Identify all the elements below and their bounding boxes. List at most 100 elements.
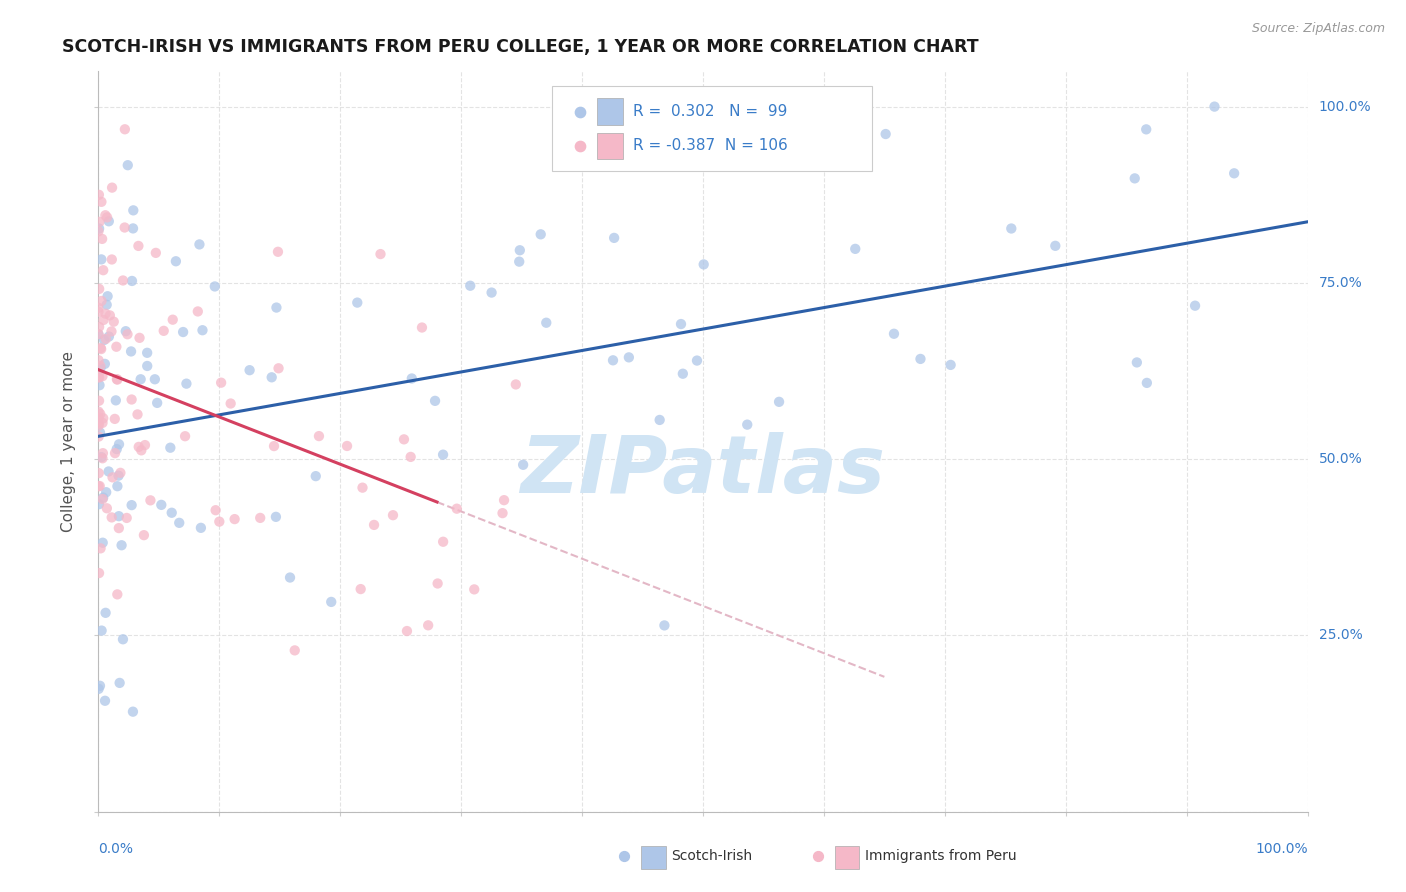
Point xyxy=(423,393,446,408)
Point xyxy=(122,705,145,719)
Point xyxy=(399,450,422,464)
Point xyxy=(91,491,114,506)
Point xyxy=(1045,239,1067,253)
Point xyxy=(395,624,418,638)
Point xyxy=(87,370,110,384)
Point xyxy=(91,535,114,549)
Point xyxy=(87,221,110,235)
Point xyxy=(267,244,290,259)
Point xyxy=(1126,355,1149,369)
Text: 0.0%: 0.0% xyxy=(98,842,134,856)
Point xyxy=(939,358,962,372)
Point xyxy=(100,510,122,524)
Point xyxy=(127,239,149,253)
Point xyxy=(505,377,527,392)
Point xyxy=(219,396,242,410)
Text: SCOTCH-IRISH VS IMMIGRANTS FROM PERU COLLEGE, 1 YEAR OR MORE CORRELATION CHART: SCOTCH-IRISH VS IMMIGRANTS FROM PERU COL… xyxy=(62,38,979,56)
Point xyxy=(94,606,117,620)
Text: Immigrants from Peru: Immigrants from Peru xyxy=(865,849,1017,863)
Point xyxy=(174,429,197,443)
Point xyxy=(90,450,112,464)
Point xyxy=(87,327,110,342)
Point xyxy=(260,370,283,384)
Point xyxy=(89,215,111,229)
FancyBboxPatch shape xyxy=(641,846,665,870)
Point xyxy=(94,357,117,371)
Point xyxy=(536,316,558,330)
Point xyxy=(91,446,114,460)
Point xyxy=(305,469,328,483)
Point xyxy=(114,324,136,338)
Point xyxy=(266,301,288,315)
Point xyxy=(136,346,159,360)
FancyBboxPatch shape xyxy=(596,133,623,159)
Point xyxy=(669,317,692,331)
Text: 100.0%: 100.0% xyxy=(1256,842,1308,856)
Point xyxy=(370,247,392,261)
Point xyxy=(568,170,591,185)
Point xyxy=(100,325,122,339)
Point xyxy=(617,351,640,365)
Point xyxy=(494,493,516,508)
Point xyxy=(136,359,159,373)
Point xyxy=(90,342,112,356)
Point xyxy=(209,376,232,390)
Point xyxy=(127,408,149,422)
Point xyxy=(167,516,190,530)
Point xyxy=(87,417,110,431)
Point xyxy=(89,479,111,493)
Point xyxy=(204,279,226,293)
Point xyxy=(93,313,115,327)
Point xyxy=(108,521,131,535)
Point xyxy=(432,534,454,549)
Point xyxy=(132,528,155,542)
Point xyxy=(87,466,110,480)
Point xyxy=(91,232,114,246)
Point xyxy=(87,301,110,315)
Point xyxy=(87,224,110,238)
Point xyxy=(115,511,138,525)
Point xyxy=(120,344,142,359)
Point xyxy=(224,512,246,526)
Point xyxy=(463,582,485,597)
Point xyxy=(692,257,714,271)
Point xyxy=(114,220,136,235)
Point xyxy=(1204,100,1226,114)
Text: R =  0.302   N =  99: R = 0.302 N = 99 xyxy=(633,104,787,120)
Point xyxy=(97,289,120,303)
Point xyxy=(93,333,115,347)
Text: R = -0.387  N = 106: R = -0.387 N = 106 xyxy=(633,138,787,153)
Point xyxy=(87,187,110,202)
FancyBboxPatch shape xyxy=(596,98,623,125)
Point xyxy=(188,237,211,252)
Point xyxy=(346,295,368,310)
Point xyxy=(91,451,114,466)
Point xyxy=(191,323,214,337)
Point xyxy=(87,566,110,580)
Text: 50.0%: 50.0% xyxy=(1319,452,1362,467)
Point xyxy=(87,404,110,418)
Point xyxy=(87,327,110,342)
Point xyxy=(97,465,120,479)
Point xyxy=(530,227,553,242)
Text: ZIPatlas: ZIPatlas xyxy=(520,432,886,510)
Point xyxy=(603,231,626,245)
Point xyxy=(401,371,423,385)
Point xyxy=(90,624,112,638)
Point xyxy=(1135,122,1157,136)
Point xyxy=(239,363,262,377)
Point xyxy=(101,252,124,267)
Point xyxy=(89,370,111,384)
Point xyxy=(128,440,150,454)
Point xyxy=(491,506,513,520)
Point xyxy=(108,509,131,524)
Point xyxy=(96,211,118,225)
Text: 25.0%: 25.0% xyxy=(1319,629,1362,642)
Point xyxy=(89,679,111,693)
Point xyxy=(190,521,212,535)
Point xyxy=(411,320,433,334)
Point xyxy=(382,508,405,523)
Point xyxy=(204,503,226,517)
Point xyxy=(94,307,117,321)
Point xyxy=(187,304,209,318)
